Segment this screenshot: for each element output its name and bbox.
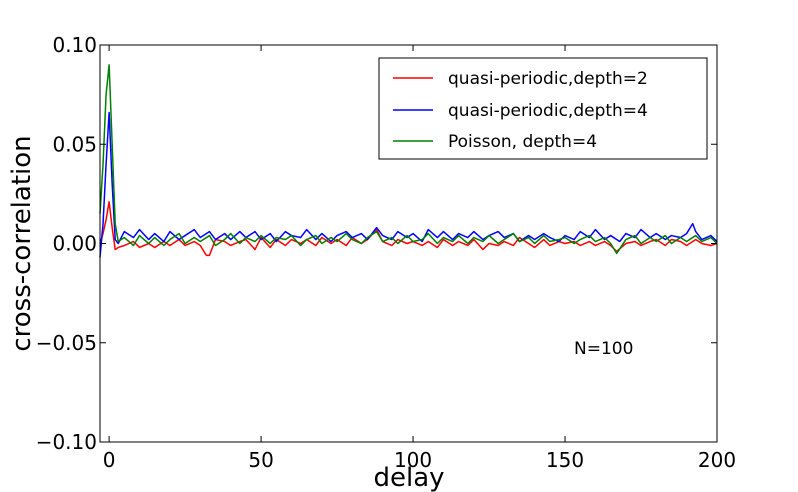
sample-size-annotation: N=100 [574,339,633,359]
ticks-layer: 0 50 100 150 200 −0.10 −0.05 0.00 0.05 0.10 [36,33,736,472]
y-tick-label-3: 0.05 [52,132,97,156]
series-layer [99,64,718,258]
legend-label-2: Poisson, depth=4 [448,132,597,152]
x-tick-label-1: 50 [248,448,273,472]
legend: quasi-periodic,depth=2 quasi-periodic,de… [378,57,708,160]
x-tick-label-4: 200 [698,448,736,472]
x-tick-label-3: 150 [546,448,584,472]
y-tick-label-4: 0.10 [52,33,97,57]
y-tick-label-2: 0.00 [52,232,97,256]
series-line-0 [99,201,718,257]
x-tick-label-0: 0 [103,448,116,472]
legend-label-1: quasi-periodic,depth=4 [448,101,648,121]
series-line-2 [99,64,718,255]
x-axis-title: delay [373,463,444,492]
y-tick-label-1: −0.05 [36,331,97,355]
y-axis-title: cross-correlation [7,135,37,351]
legend-label-0: quasi-periodic,depth=2 [448,69,648,89]
legend-box [378,57,708,160]
x-tick-label-2: 100 [394,448,432,472]
y-tick-label-0: −0.10 [36,430,97,454]
